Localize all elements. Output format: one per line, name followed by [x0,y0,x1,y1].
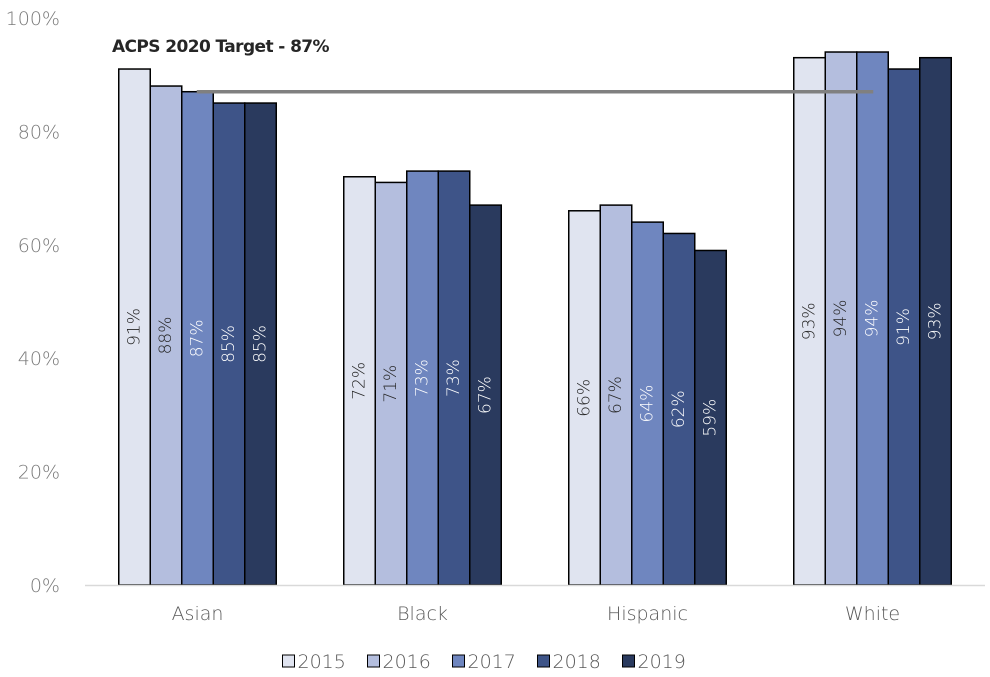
legend-swatch-2018 [537,654,550,668]
bar-data-label: 73% [444,359,464,397]
bar-asian-2015 [118,68,151,586]
x-category-label: Black [397,603,448,625]
bar-data-label: 72% [350,362,370,400]
bar-data-label: 94% [831,300,851,338]
bar-white-2016 [824,51,858,586]
bar-black-2019 [469,204,502,586]
legend-label: 2019 [638,651,686,673]
bar-data-label: 94% [863,300,883,338]
bar-black-2015 [343,176,376,586]
bar-data-label: 87% [188,319,208,357]
legend-swatch-2019 [622,654,635,668]
legend-swatch-2017 [452,654,465,668]
legend-swatch-2016 [367,654,380,668]
bars: 91% 88% 87% 85% 85% 72% 71% 73% 73% 67% 66% 67% 64% 6… [118,51,952,586]
legend-label: 2015 [298,651,346,673]
bar-data-label: 67% [606,376,626,414]
legend: 2015 2016 2017 2018 2019 [282,651,686,673]
bar-hispanic-2018 [662,232,696,586]
bar-white-2019 [919,56,952,586]
bar-data-label: 64% [638,385,658,423]
bar-data-label: 88% [156,317,176,355]
bar-data-label: 59% [701,399,721,437]
x-category-label: Asian [172,603,224,625]
bar-data-label: 73% [413,359,433,397]
y-tick-label: 100% [6,8,60,30]
y-tick-label: 20% [18,462,60,484]
y-tick-label: 0% [30,575,60,597]
x-category-label: Hispanic [607,603,688,625]
target-line-group: ACPS 2020 Target - 87% [112,37,874,94]
y-tick-label: 80% [18,121,60,143]
bar-asian-2016 [149,85,183,586]
y-axis: 0% 20% 40% 60% 80% 100% [6,8,60,597]
legend-label: 2016 [383,651,431,673]
y-tick-label: 60% [18,235,60,257]
bar-data-label: 85% [251,325,271,363]
legend-label: 2018 [553,651,601,673]
target-annotation: ACPS 2020 Target - 87% [112,37,330,57]
bar-white-2015 [793,56,826,586]
bar-data-label: 62% [669,390,689,428]
bar-hispanic-2016 [599,204,633,586]
bar-data-label: 67% [476,376,496,414]
bar-data-label: 93% [800,302,820,340]
legend-swatch-2015 [282,654,295,668]
bar-data-label: 91% [125,308,145,346]
bar-data-label: 66% [575,379,595,417]
y-tick-label: 40% [18,348,60,370]
bar-data-label: 93% [926,302,946,340]
bar-white-2018 [887,68,921,586]
bar-black-2017 [406,170,439,586]
x-axis: Asian Black Hispanic White [85,584,985,625]
x-category-label: White [845,603,900,625]
bar-data-label: 91% [894,308,914,346]
legend-label: 2017 [468,651,516,673]
bar-data-label: 71% [381,365,401,403]
bar-white-2017 [856,51,889,586]
bar-data-label: 85% [219,325,239,363]
